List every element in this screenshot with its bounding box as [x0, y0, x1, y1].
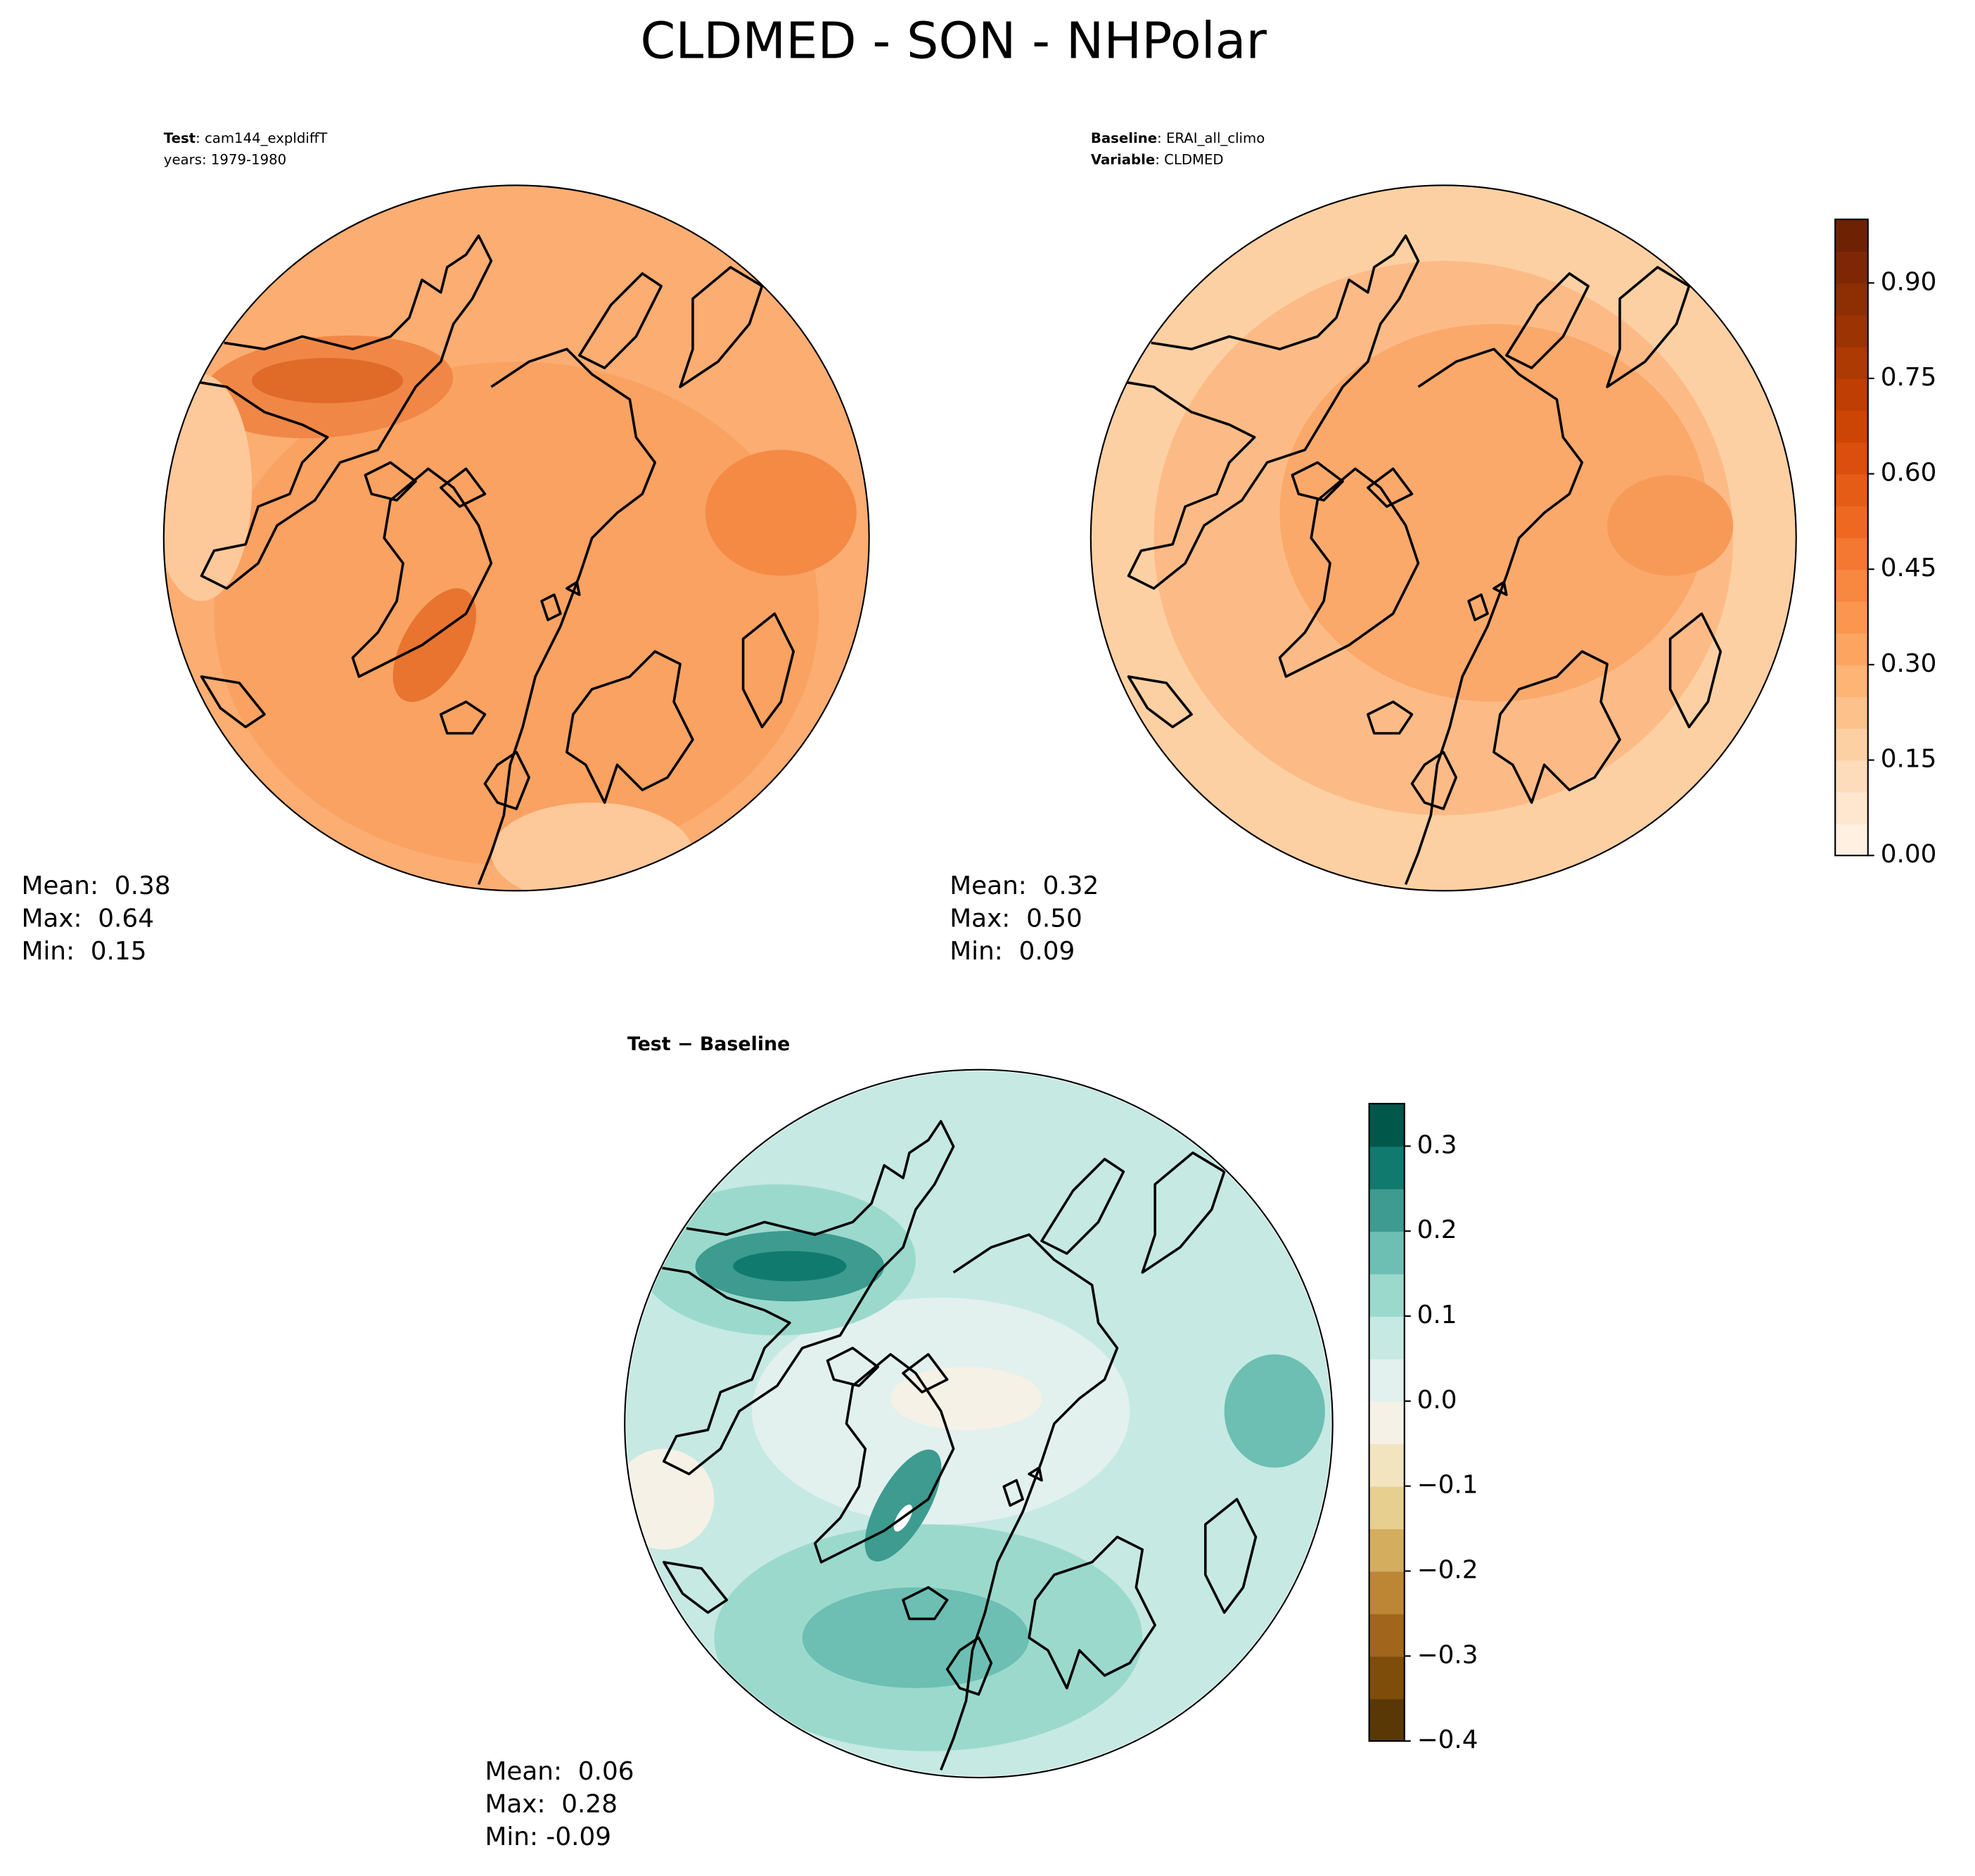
header-label: Variable — [1091, 151, 1155, 167]
colorbar-band — [1369, 1188, 1405, 1232]
stat-text: Mean: 0.06 — [485, 1757, 634, 1786]
header-text: : CLDMED — [1155, 151, 1223, 167]
colorbar-frame — [1834, 218, 1869, 857]
colorbar-tick-label: 0.60 — [1881, 459, 1937, 487]
map — [162, 184, 870, 892]
colorbar-band — [1369, 1146, 1405, 1189]
colorbar-band — [1369, 1358, 1405, 1402]
colorbar-band — [1835, 251, 1868, 284]
colorbar-tick-label: 0.1 — [1417, 1301, 1457, 1329]
colorbar-band — [1835, 314, 1868, 347]
map — [624, 1068, 1334, 1779]
colorbar-band — [1369, 1316, 1405, 1360]
figure-title: CLDMED - SON - NHPolar — [640, 11, 1267, 70]
colorbar-tick-label: −0.3 — [1417, 1640, 1478, 1669]
stat-text: Min: 0.15 — [21, 937, 146, 966]
panel-header: Variable: CLDMED — [1091, 151, 1224, 167]
header-text: years: 1979-1980 — [164, 151, 286, 167]
colorbar-band — [1835, 569, 1868, 602]
colorbar-tick-label: 0.15 — [1881, 745, 1937, 774]
header-label: Baseline — [1091, 130, 1157, 146]
colorbar-frame — [1368, 1102, 1405, 1742]
header-text: : cam144_expldiffT — [196, 130, 328, 146]
colorbar-band — [1835, 219, 1868, 252]
stat-text: Mean: 0.32 — [950, 872, 1099, 900]
colorbar-band — [1835, 537, 1868, 570]
stat-text: Max: 0.50 — [950, 905, 1082, 933]
colorbar-band — [1835, 696, 1868, 729]
colorbar-tick-label: 0.0 — [1417, 1386, 1457, 1415]
colorbar-band — [1835, 823, 1868, 857]
colorbar-band — [1369, 1400, 1405, 1445]
panel-header: Baseline: ERAI_all_climo — [1091, 130, 1265, 146]
colorbar-tick-label: 0.00 — [1881, 840, 1937, 869]
colorbar-tick-label: −0.1 — [1417, 1471, 1478, 1500]
colorbar-tick-label: 0.75 — [1881, 363, 1937, 392]
colorbar-band — [1369, 1443, 1405, 1487]
colorbar-band — [1835, 601, 1868, 634]
stat-text: Min: 0.09 — [950, 937, 1075, 966]
panel-header: years: 1979-1980 — [164, 151, 286, 167]
colorbar-band — [1835, 410, 1868, 443]
colorbar-band — [1835, 473, 1868, 506]
colorbar-band — [1369, 1486, 1405, 1529]
colorbar-band — [1369, 1103, 1405, 1147]
stat-text: Max: 0.28 — [485, 1789, 618, 1818]
colorbar-tick-label: 0.3 — [1417, 1130, 1457, 1159]
colorbar-band — [1369, 1571, 1405, 1614]
panel-header: Test: cam144_expldiffT — [164, 130, 328, 146]
colorbar-band — [1369, 1273, 1405, 1317]
map — [1089, 184, 1797, 892]
header-text: : ERAI_all_climo — [1157, 130, 1265, 146]
colorbar-band — [1835, 760, 1868, 793]
colorbar-band — [1835, 791, 1868, 824]
stat-text: Max: 0.64 — [21, 905, 154, 933]
colorbar-tick-label: −0.4 — [1417, 1725, 1478, 1754]
colorbar-band — [1369, 1656, 1405, 1699]
colorbar-band — [1369, 1529, 1405, 1572]
colorbar-band — [1835, 632, 1868, 665]
colorbar-band — [1835, 728, 1868, 761]
colorbar-tick-label: 0.45 — [1881, 554, 1937, 582]
colorbar-tick-label: 0.2 — [1417, 1215, 1457, 1244]
header-label: Test — [164, 130, 196, 146]
colorbar-band — [1835, 283, 1868, 316]
colorbar-band — [1835, 442, 1868, 475]
header-label: Test − Baseline — [627, 1033, 791, 1054]
colorbar-band — [1835, 378, 1868, 411]
colorbar-tick-label: −0.2 — [1417, 1556, 1478, 1585]
stat-text: Mean: 0.38 — [21, 872, 170, 900]
colorbar-band — [1369, 1698, 1405, 1742]
colorbar-band — [1369, 1231, 1405, 1275]
colorbar-band — [1835, 505, 1868, 538]
stat-text: Min: -0.09 — [485, 1823, 611, 1851]
colorbar-tick-label: 0.90 — [1881, 267, 1937, 296]
panel-header: Test − Baseline — [627, 1033, 791, 1054]
colorbar-tick-label: 0.30 — [1881, 649, 1937, 678]
colorbar-band — [1369, 1613, 1405, 1657]
colorbar-band — [1835, 664, 1868, 698]
colorbar-band — [1835, 346, 1868, 379]
